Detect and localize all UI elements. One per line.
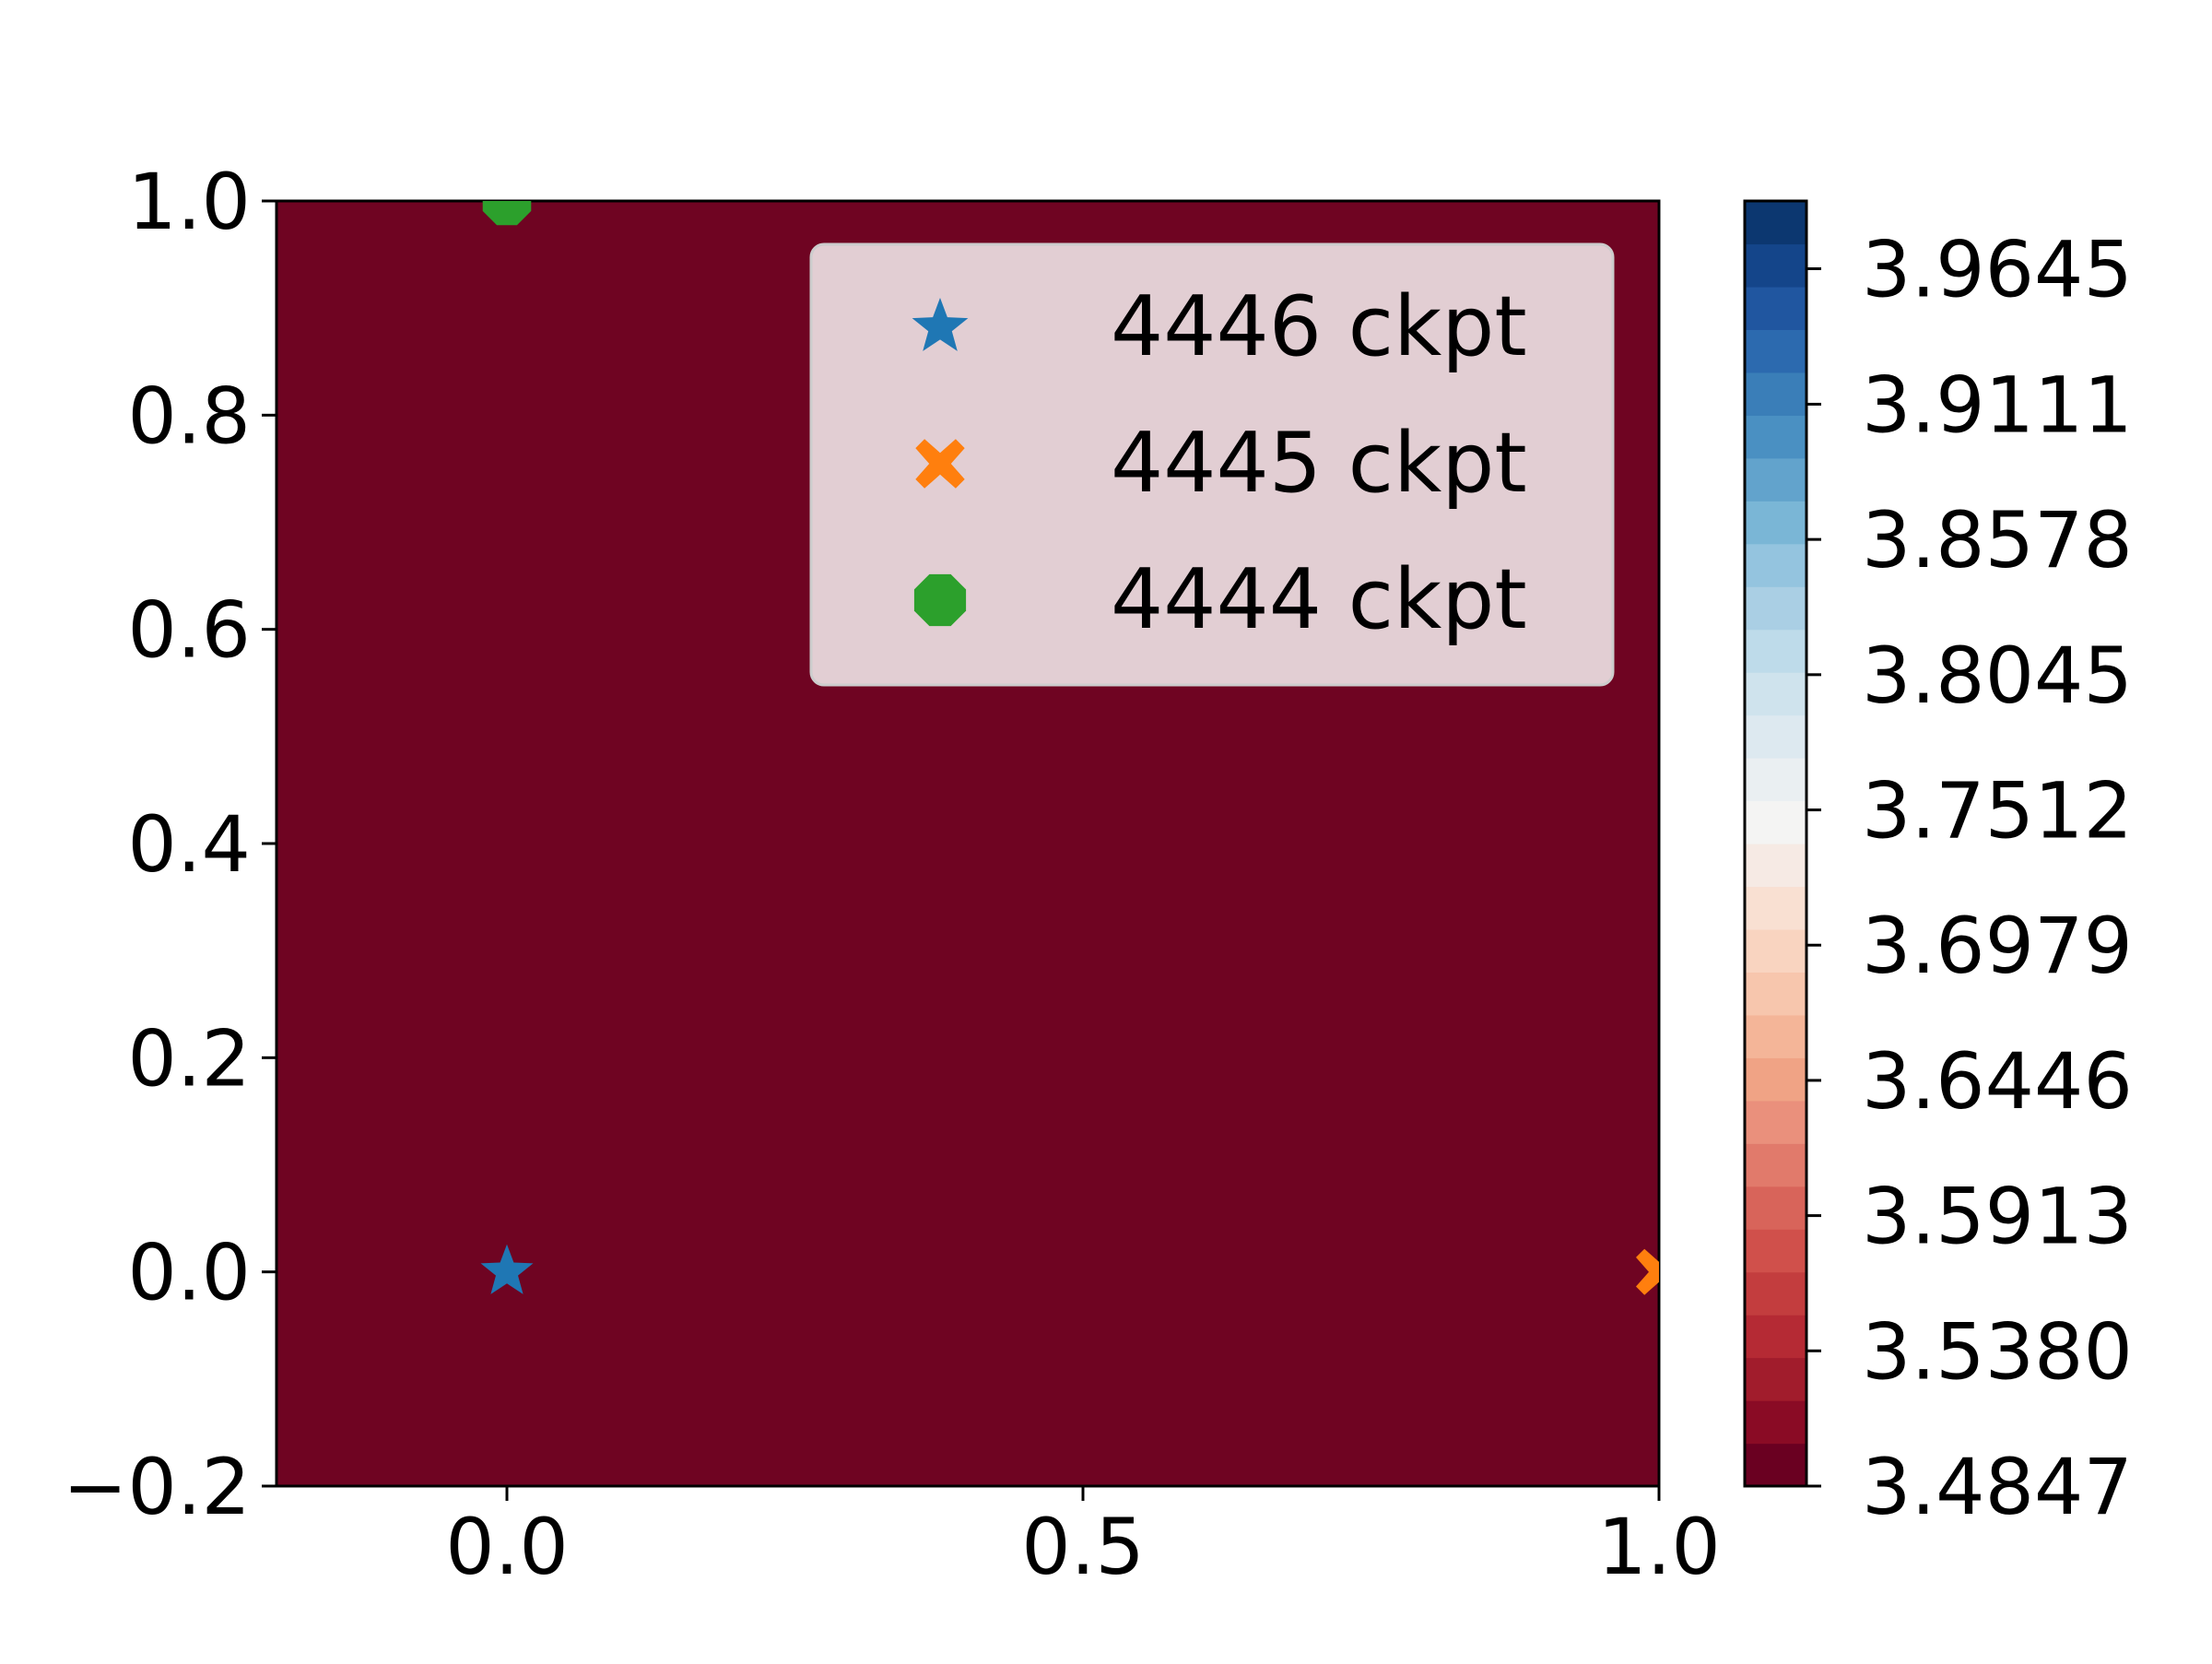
colorbar-band xyxy=(1745,1143,1806,1187)
colorbar-band xyxy=(1745,758,1806,802)
colorbar-band xyxy=(1745,501,1806,545)
colorbar-band xyxy=(1745,629,1806,673)
colorbar-band xyxy=(1745,1271,1806,1316)
colorbar-tick-label: 3.8578 xyxy=(1862,495,2133,585)
marker-star xyxy=(480,1244,534,1294)
colorbar-tick-label: 3.6446 xyxy=(1862,1036,2133,1127)
y-tick-label: 0.4 xyxy=(127,799,251,890)
colorbar-band xyxy=(1745,457,1806,502)
colorbar-tick-label: 3.5380 xyxy=(1862,1306,2133,1397)
colorbar-band xyxy=(1745,1186,1806,1230)
colorbar-tick-label: 3.4847 xyxy=(1862,1442,2133,1532)
y-tick-label: 0.2 xyxy=(127,1013,251,1103)
colorbar-tick-label: 3.9645 xyxy=(1862,224,2133,314)
y-axis: −0.2 0.0 0.2 0.4 0.6 0.8 1.0 xyxy=(63,157,276,1532)
colorbar-band xyxy=(1745,1014,1806,1058)
legend-marker-octagon xyxy=(913,573,967,627)
x-tick-label: 1.0 xyxy=(1597,1502,1721,1592)
y-tick-label: 1.0 xyxy=(127,157,251,247)
colorbar-band xyxy=(1745,286,1806,330)
legend-marker-star xyxy=(912,298,969,351)
colorbar-band xyxy=(1745,1357,1806,1401)
colorbar-tick-label: 3.5913 xyxy=(1862,1172,2133,1262)
colorbar-frame xyxy=(1743,199,1808,1488)
y-tick-label: 0.8 xyxy=(127,371,251,461)
marker-octagon xyxy=(482,201,532,226)
colorbar-band xyxy=(1745,372,1806,416)
y-tick-label: −0.2 xyxy=(63,1442,251,1532)
colorbar-band xyxy=(1745,1315,1806,1359)
x-tick-label: 0.5 xyxy=(1021,1502,1145,1592)
legend-box xyxy=(809,242,1615,687)
marker-x-filled xyxy=(1636,1248,1659,1295)
x-axis: 0.0 0.5 1.0 xyxy=(445,1486,1721,1592)
legend-label: 4446 ckpt xyxy=(1111,278,1527,375)
colorbar-band xyxy=(1745,243,1806,288)
colorbar-band xyxy=(1745,714,1806,759)
colorbar-band xyxy=(1745,415,1806,459)
y-tick-label: 0.6 xyxy=(127,585,251,676)
scatter-markers xyxy=(480,201,1659,1295)
legend-label: 4444 ckpt xyxy=(1111,551,1527,648)
colorbar-band xyxy=(1745,886,1806,930)
colorbar-tick-label: 3.6979 xyxy=(1862,901,2133,991)
colorbar-band xyxy=(1745,586,1806,631)
colorbar-band xyxy=(1745,1057,1806,1102)
y-tick-label: 0.0 xyxy=(127,1228,251,1318)
colorbar-band xyxy=(1745,800,1806,844)
colorbar-band xyxy=(1745,543,1806,587)
colorbar-band xyxy=(1745,1229,1806,1273)
colorbar-band xyxy=(1745,928,1806,973)
colorbar-band xyxy=(1745,1400,1806,1445)
colorbar-band xyxy=(1745,1443,1806,1487)
colorbar-band xyxy=(1745,844,1806,888)
colorbar-band xyxy=(1745,1100,1806,1144)
colorbar-band xyxy=(1745,972,1806,1016)
colorbar-tick-label: 3.8045 xyxy=(1862,631,2133,721)
colorbar: 3.4847 3.5380 3.5913 3.6446 3.6979 3.7512 3.80… xyxy=(1743,199,2133,1532)
colorbar-band xyxy=(1745,201,1806,245)
colorbar-band xyxy=(1745,329,1806,373)
legend-marker-x-filled xyxy=(915,439,965,489)
colorbar-tick-label: 3.7512 xyxy=(1862,766,2133,856)
colorbar-band xyxy=(1745,672,1806,716)
legend-label: 4445 ckpt xyxy=(1111,415,1527,512)
legend: 4446 ckpt 4445 ckpt 4444 ckpt xyxy=(809,242,1615,687)
x-tick-label: 0.0 xyxy=(445,1502,569,1592)
colorbar-tick-label: 3.9111 xyxy=(1862,360,2133,450)
